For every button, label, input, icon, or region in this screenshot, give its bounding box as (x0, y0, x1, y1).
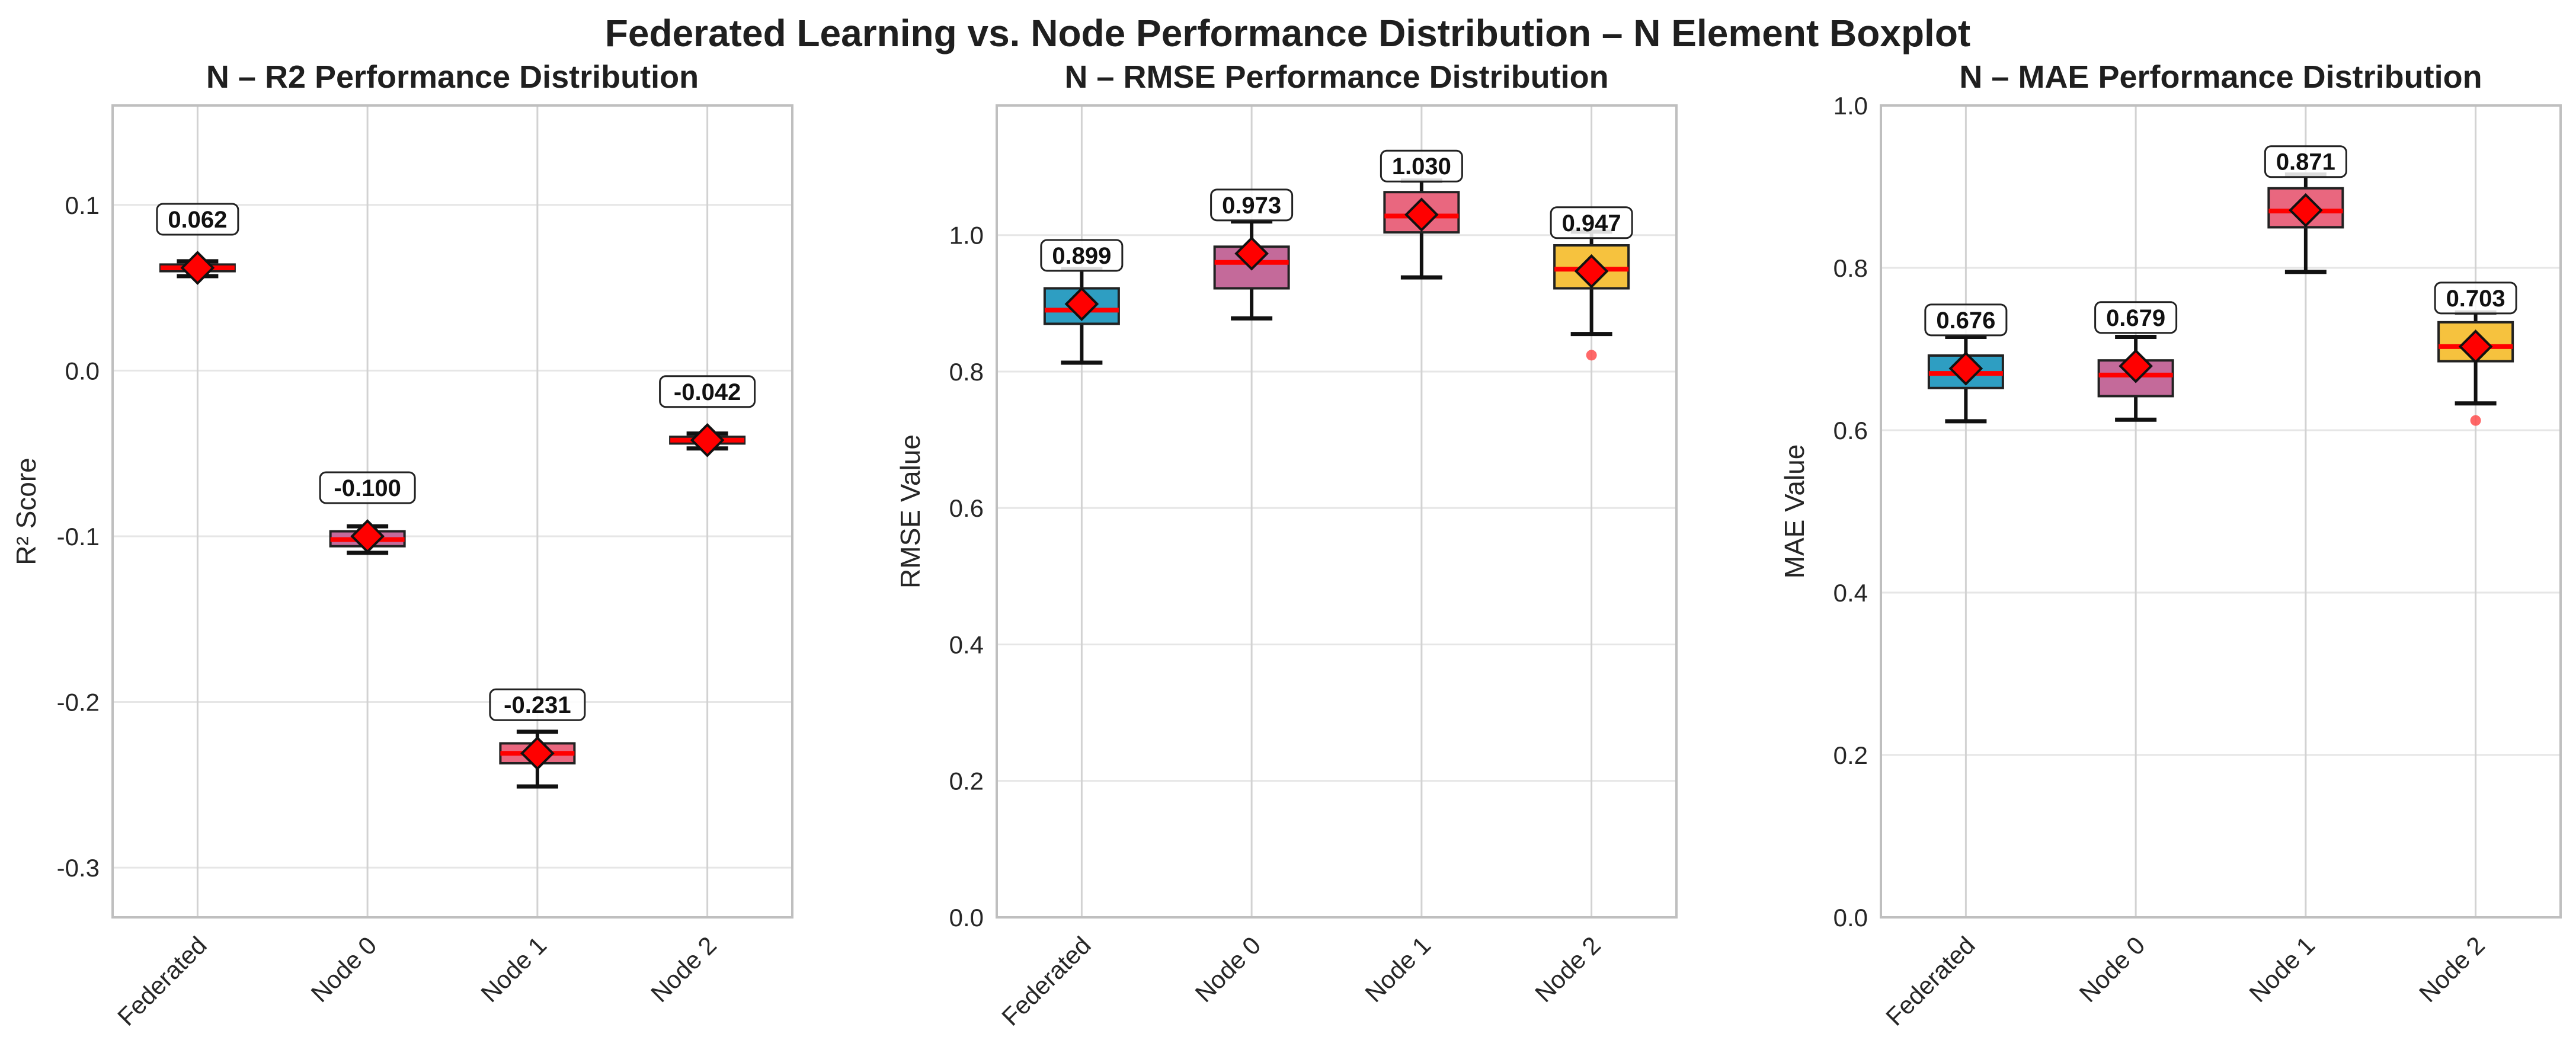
mean-marker (1948, 351, 1983, 386)
mean-value-label: 1.030 (1392, 153, 1451, 180)
outlier-point (1586, 350, 1597, 361)
y-tick-label: 1.0 (1833, 92, 1868, 120)
mean-marker (1574, 254, 1609, 289)
mean-value-label: -0.231 (504, 692, 571, 718)
y-tick-label: -0.3 (57, 854, 100, 882)
mean-value-label: -0.100 (334, 475, 401, 501)
mean-value-label: 0.676 (1936, 308, 1995, 334)
y-tick-label: 0.4 (1833, 579, 1868, 607)
mean-value-label: 0.062 (168, 207, 227, 233)
mean-marker (1404, 197, 1439, 232)
mean-marker (1064, 287, 1099, 321)
mean-marker (2458, 329, 2493, 364)
mean-label-box (1550, 206, 1633, 239)
box-node-1: 1.030 (1380, 149, 1463, 280)
mean-label-box (2434, 281, 2517, 315)
y-tick-label: -0.1 (57, 523, 100, 551)
mean-value-label: 0.899 (1052, 243, 1111, 269)
axes-frame (111, 104, 793, 919)
y-tick-label: 0.0 (1833, 904, 1868, 932)
box-node-0: 0.973 (1210, 188, 1294, 321)
mean-label-box (1380, 149, 1463, 183)
mean-marker (1234, 236, 1269, 271)
y-tick-label: 0.0 (65, 357, 100, 385)
y-tick-label: -0.2 (57, 689, 100, 716)
y-tick-label: 0.8 (1833, 254, 1868, 282)
panel-title: N – MAE Performance Distribution (1959, 59, 2482, 95)
figure-title: Federated Learning vs. Node Performance … (605, 12, 1970, 55)
box-node-1: -0.231 (489, 688, 586, 789)
outlier-point (2470, 415, 2481, 426)
mean-marker (350, 519, 385, 553)
mean-label-box (2094, 301, 2178, 334)
mean-value-label: 0.703 (2446, 286, 2505, 312)
y-tick-label: 0.1 (65, 191, 100, 219)
mean-value-label: 0.973 (1222, 193, 1281, 219)
axes-frame (1880, 104, 2562, 919)
mean-label-box (319, 471, 416, 504)
box-node-2: 0.947 (1550, 206, 1633, 361)
panel-title: N – RMSE Performance Distribution (1064, 59, 1608, 95)
mean-label-box (1210, 188, 1294, 222)
mean-value-label: 0.947 (1562, 210, 1621, 236)
mean-marker (2289, 193, 2323, 228)
y-tick-label: 0.2 (1833, 741, 1868, 769)
mean-label-box (2264, 145, 2347, 178)
box-node-2: 0.703 (2434, 281, 2517, 426)
y-tick-label: 1.0 (949, 222, 984, 249)
y-tick-label: 0.6 (1833, 417, 1868, 444)
y-axis-label: RMSE Value (895, 434, 926, 588)
mean-value-label: -0.042 (674, 379, 741, 405)
mean-label-box (156, 203, 239, 236)
axes-frame (996, 104, 1678, 919)
y-axis-label: MAE Value (1779, 444, 1810, 579)
box-node-1: 0.871 (2264, 145, 2347, 274)
box-federated: 0.062 (156, 203, 239, 285)
mean-label-box (659, 375, 756, 408)
mean-label-box (489, 688, 586, 721)
mean-marker (520, 736, 555, 771)
y-tick-label: 0.8 (949, 358, 984, 386)
y-tick-label: 0.0 (949, 904, 984, 932)
mean-marker (690, 423, 725, 457)
mean-label-box (1040, 239, 1124, 272)
y-axis-label: R² Score (11, 457, 41, 565)
box-node-0: 0.679 (2094, 301, 2178, 422)
y-tick-label: 0.4 (949, 631, 984, 658)
box-federated: 0.676 (1924, 303, 2008, 424)
mean-label-box (1924, 303, 2008, 337)
box-federated: 0.899 (1040, 239, 1124, 365)
mean-marker (180, 251, 215, 285)
panel-title: N – R2 Performance Distribution (206, 59, 699, 95)
mean-marker (2119, 348, 2153, 383)
mean-value-label: 0.679 (2106, 305, 2165, 331)
box-node-0: -0.100 (319, 471, 416, 555)
mean-value-label: 0.871 (2276, 149, 2335, 175)
y-tick-label: 0.6 (949, 494, 984, 522)
box-node-2: -0.042 (659, 375, 756, 457)
y-tick-label: 0.2 (949, 767, 984, 795)
